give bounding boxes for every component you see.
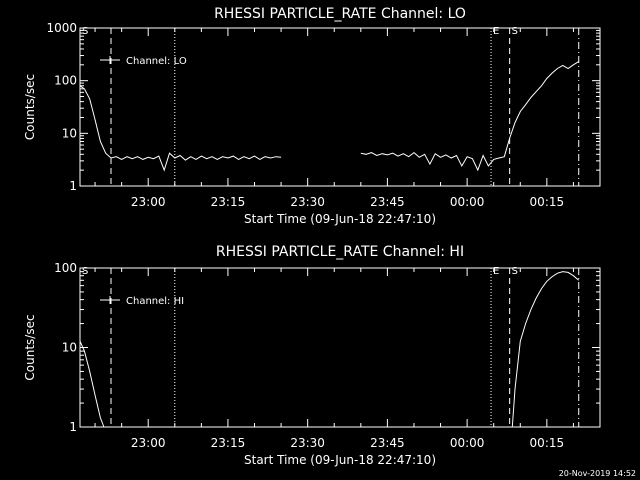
x-axis-label: Start Time (09-Jun-18 22:47:10): [244, 453, 436, 467]
series-line: [511, 271, 580, 428]
panel-2: RHESSI PARTICLE_RATE Channel: HI 1 10 100 23…: [23, 244, 601, 467]
y-axis-label: Counts/sec: [23, 74, 37, 140]
y-tick-label: 10: [62, 126, 77, 140]
series-line: [79, 85, 282, 172]
x-tick-label: 00:15: [530, 195, 565, 209]
annotation-label: S: [512, 266, 518, 277]
x-tick-label: 23:15: [211, 195, 246, 209]
series-line: [79, 340, 105, 428]
annotation-label: E: [493, 26, 499, 37]
y-tick-label: 100: [54, 261, 77, 275]
x-tick-label: 23:45: [370, 195, 405, 209]
x-tick-label: 23:00: [131, 195, 166, 209]
x-tick-label: 00:00: [450, 195, 485, 209]
chart-title: RHESSI PARTICLE_RATE Channel: HI: [216, 244, 464, 260]
plot-frame: [79, 27, 601, 187]
x-tick-label: 23:30: [290, 436, 325, 450]
plot-frame: [79, 267, 601, 428]
y-tick-label: 1000: [46, 21, 77, 35]
annotation-label: E: [493, 266, 499, 277]
x-tick-label: 00:15: [530, 436, 565, 450]
legend-entry: Channel: LO: [126, 56, 187, 67]
x-tick-label: 23:00: [131, 436, 166, 450]
x-tick-label: 23:45: [370, 436, 405, 450]
annotation-label: S: [82, 26, 88, 37]
x-tick-label: 00:00: [450, 436, 485, 450]
y-tick-label: 100: [54, 74, 77, 88]
panel-1: RHESSI PARTICLE_RATE Channel: LO 1 10 100 10…: [23, 6, 601, 226]
x-tick-label: 23:30: [290, 195, 325, 209]
legend-entry: Channel: HI: [126, 296, 184, 307]
annotation-label: S: [82, 266, 88, 277]
y-axis-label: Counts/sec: [23, 314, 37, 380]
chart-title: RHESSI PARTICLE_RATE Channel: LO: [214, 6, 466, 22]
y-tick-label: 1: [69, 179, 77, 193]
annotation-label: S: [512, 26, 518, 37]
y-tick-label: 1: [69, 420, 77, 434]
x-axis-label: Start Time (09-Jun-18 22:47:10): [244, 212, 436, 226]
y-tick-label: 10: [62, 341, 77, 355]
series-line: [360, 61, 579, 172]
x-tick-label: 23:15: [211, 436, 246, 450]
